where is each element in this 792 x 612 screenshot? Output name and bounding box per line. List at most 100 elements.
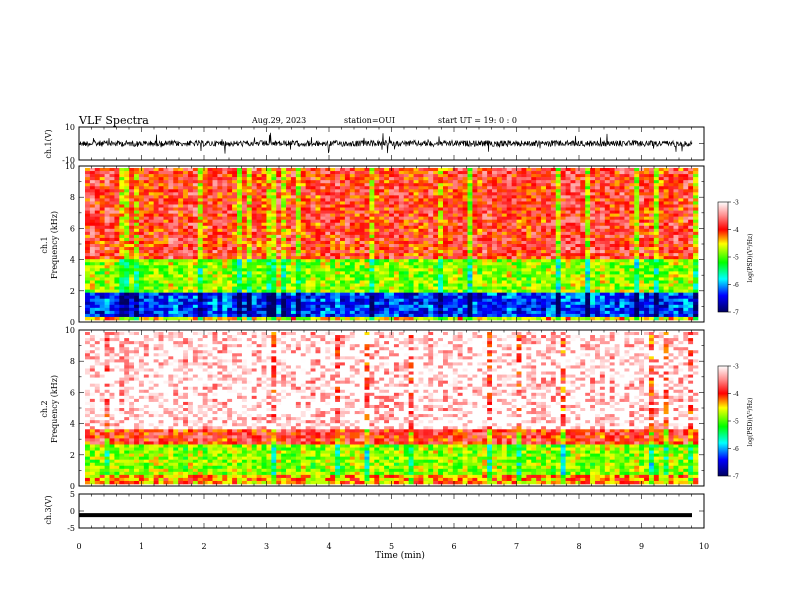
spectrogram-cell [222,198,228,202]
spectrogram-cell [545,283,552,287]
spectrogram-cell [134,234,140,239]
spectrogram-cell [183,171,189,175]
spectrogram-cell [158,186,164,190]
spectrogram-cell [398,198,405,202]
spectrogram-cell [241,168,248,172]
spectrogram-cell [232,262,238,266]
spectrogram-cell [398,274,405,278]
spectrogram-cell [550,289,557,293]
spectrogram-cell [438,210,444,214]
spectrogram-cell [295,174,302,178]
spectrogram-cell [295,168,302,172]
spectrogram-cell [217,213,223,217]
spectrogram-cell [398,228,405,233]
spectrogram-cell [163,216,169,220]
spectrogram-cell [330,237,336,242]
spectrogram-cell [183,168,189,172]
spectrogram-cell [487,271,493,275]
spectrogram-cell [266,247,272,251]
spectrogram-cell [271,301,277,306]
spectrogram-cell [232,256,238,260]
spectrogram-cell [521,307,527,312]
spectrogram-cell [344,216,351,220]
spectrogram-cell [374,213,380,217]
spectrogram-cell [153,207,159,211]
spectrogram-cell [281,262,287,266]
spectrogram-cell [482,201,488,205]
spectrogram-cell [442,228,449,233]
spectrogram-cell [94,307,101,312]
spectrogram-cell [261,192,267,196]
spectrogram-cell [492,183,498,187]
spectrogram-cell [349,231,356,236]
spectrogram-cell [501,262,508,266]
spectrogram-cell [349,195,356,199]
spectrogram-cell [183,192,189,196]
spectrogram-cell [501,171,508,175]
spectrogram-cell [413,271,419,275]
spectrogram-cell [134,168,140,172]
spectrogram-cell [398,192,405,196]
spectrogram-cell [148,280,154,284]
spectrogram-cell [452,259,458,263]
spectrogram-cell [251,316,257,321]
spectrogram-cell [325,201,331,205]
spectrogram-cell [501,268,508,272]
spectrogram-cell [192,244,199,248]
spectrogram-cell [187,186,194,190]
spectrogram-cell [438,213,444,217]
spectrogram-cell [271,256,277,260]
spectrogram-cell [183,259,189,263]
spectrogram-cell [261,168,267,172]
spectrogram-cell [187,301,194,306]
spectrogram-cell [305,253,311,257]
spectrogram-cell [305,271,311,275]
spectrogram-cell [472,286,478,290]
spectrogram-cell [138,225,145,230]
spectrogram-cell [545,234,552,239]
spectrogram-cell [335,195,341,199]
spectrogram-cell [526,171,532,175]
spectrogram-cell [472,171,478,175]
spectrogram-cell [246,244,253,248]
spectrogram-cell [178,210,184,214]
spectrogram-cell [286,295,292,300]
spectrogram-cell [531,268,537,272]
spectrogram-cell [134,207,140,211]
spectrogram-cell [408,274,414,278]
spectrogram-cell [295,268,302,272]
spectrogram-cell [501,207,508,211]
spectrogram-cell [207,210,213,214]
spectrogram-cell [541,234,547,239]
spectrogram-cell [393,231,400,236]
spectrogram-cell [472,298,478,303]
spectrogram-cell [320,277,326,281]
spectrogram-cell [187,259,194,263]
spectrogram-cell [457,198,463,202]
spectrogram-cell [202,292,208,296]
spectrogram-cell [222,268,228,272]
spectrogram-cell [129,247,135,251]
spectrogram-cell [526,262,532,266]
spectrogram-cell [487,228,493,233]
spectrogram-cell [335,259,341,263]
spectrogram-cell [384,313,390,318]
spectrogram-cell [433,250,439,254]
spectrogram-cell [256,262,262,266]
spectrogram-cell [202,210,208,214]
spectrogram-cell [300,292,306,296]
spectrogram-cell [467,204,473,208]
spectrogram-cell [496,316,503,321]
spectrogram-cell [281,240,287,245]
spectrogram-cell [550,216,557,220]
spectrogram-cell [344,195,351,199]
spectrogram-cell [148,283,154,287]
spectrogram-cell [330,310,336,315]
spectrogram-cell [134,198,140,202]
spectrogram-cell [99,228,105,233]
spectrogram-cell [300,216,306,220]
spectrogram-cell [187,256,194,260]
spectrogram-cell [305,256,311,260]
spectrogram-cell [379,192,385,196]
spectrogram-cell [418,268,424,272]
